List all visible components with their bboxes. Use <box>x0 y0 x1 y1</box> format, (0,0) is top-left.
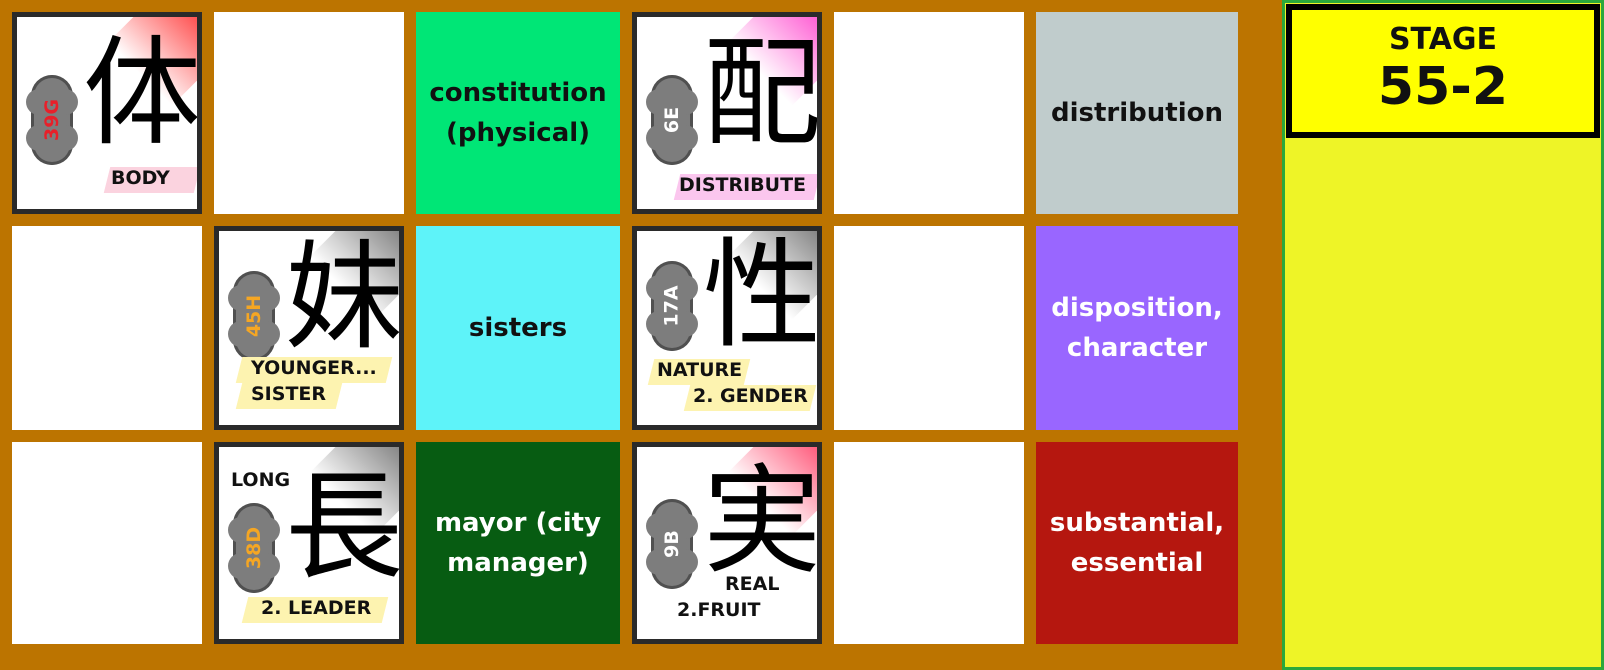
card-code: 6E <box>660 106 683 134</box>
kanji-card-body[interactable]: 39G 体 BODY <box>12 12 202 214</box>
phrase-text: sisters <box>468 313 568 343</box>
card-meaning: NATURE <box>657 359 743 381</box>
card-meaning: BODY <box>111 167 170 189</box>
kanji-character: 妹 <box>284 228 403 366</box>
card-meaning-secondary: 2. GENDER <box>693 385 808 407</box>
stage-label: STAGE <box>1388 22 1498 57</box>
kanji-card-distribute[interactable]: 6E 配 DISTRIBUTE <box>632 12 822 214</box>
brain-icon <box>26 75 78 165</box>
phrase-tile-sisters[interactable]: sisters <box>416 226 620 430</box>
card-meaning: DISTRIBUTE <box>679 174 807 196</box>
empty-slot[interactable] <box>12 226 202 430</box>
card-meaning-secondary: 2. LEADER <box>261 597 372 619</box>
stage-number: 55-2 <box>1377 57 1509 117</box>
kanji-character: 体 <box>82 24 201 162</box>
phrase-text: constitution (physical) <box>429 78 607 148</box>
empty-slot[interactable] <box>834 12 1024 214</box>
phrase-tile-mayor[interactable]: mayor (city manager) <box>416 442 620 644</box>
brain-icon <box>228 271 280 361</box>
kanji-character: 性 <box>702 226 821 364</box>
card-code: 39G <box>41 98 64 142</box>
brain-icon <box>646 75 698 165</box>
kanji-card-real[interactable]: 9B 実 REAL 2.FRUIT <box>632 442 822 644</box>
empty-slot[interactable] <box>12 442 202 644</box>
card-meaning-secondary: SISTER <box>251 383 327 405</box>
phrase-text: disposition, character <box>1051 293 1223 363</box>
empty-slot[interactable] <box>834 442 1024 644</box>
game-board: 39G 体 BODY constitution (physical) 6E 配 … <box>0 0 1282 670</box>
card-meaning: REAL <box>725 573 780 595</box>
kanji-character: 実 <box>702 452 821 590</box>
kanji-character: 長 <box>284 458 403 596</box>
phrase-tile-disposition[interactable]: disposition, character <box>1036 226 1238 430</box>
brain-icon <box>228 503 280 593</box>
empty-slot[interactable] <box>214 12 404 214</box>
brain-icon <box>646 499 698 589</box>
card-code: 9B <box>660 530 683 558</box>
kanji-character: 配 <box>702 24 821 162</box>
kanji-card-younger-sister[interactable]: 45H 妹 YOUNGER... SISTER <box>214 226 404 430</box>
card-code: 38D <box>243 526 265 570</box>
phrase-tile-constitution[interactable]: constitution (physical) <box>416 12 620 214</box>
stage-indicator: STAGE 55-2 <box>1286 4 1600 138</box>
kanji-card-long[interactable]: LONG 38D 長 2. LEADER <box>214 442 404 644</box>
phrase-text: distribution <box>1051 98 1223 128</box>
card-meaning: YOUNGER... <box>251 357 377 379</box>
card-code: 45H <box>243 294 265 338</box>
phrase-tile-substantial[interactable]: substantial, essential <box>1036 442 1238 644</box>
phrase-tile-distribution[interactable]: distribution <box>1036 12 1238 214</box>
card-meaning: LONG <box>231 469 291 491</box>
brain-icon <box>646 261 698 351</box>
phrase-text: substantial, essential <box>1049 508 1225 578</box>
kanji-card-nature[interactable]: 17A 性 NATURE 2. GENDER <box>632 226 822 430</box>
phrase-text: mayor (city manager) <box>434 508 602 578</box>
card-meaning-secondary: 2.FRUIT <box>677 599 761 621</box>
empty-slot[interactable] <box>834 226 1024 430</box>
card-code: 17A <box>661 285 683 327</box>
